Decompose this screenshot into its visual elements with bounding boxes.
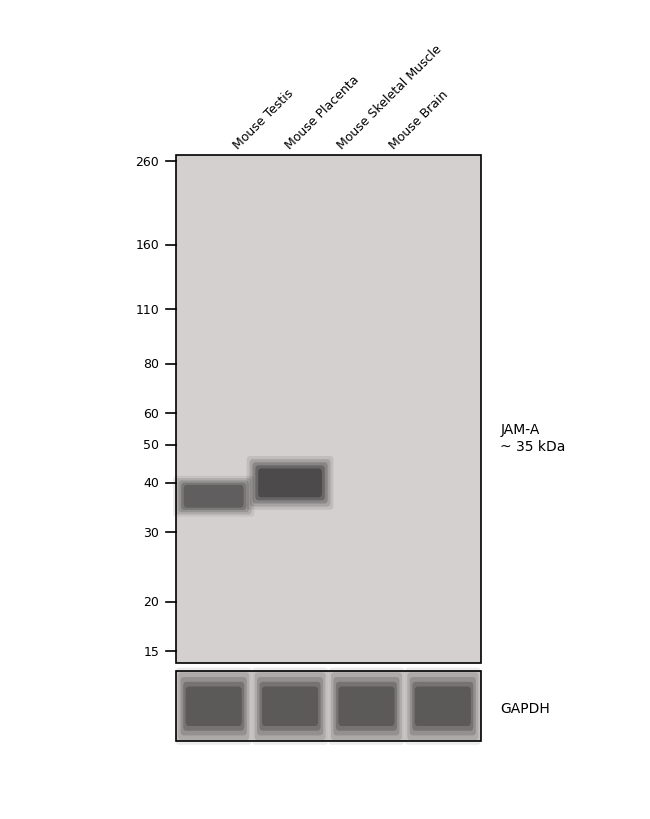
Text: 160: 160 (135, 239, 159, 252)
FancyBboxPatch shape (176, 667, 252, 745)
FancyBboxPatch shape (336, 682, 397, 731)
FancyBboxPatch shape (328, 667, 404, 745)
FancyBboxPatch shape (178, 672, 249, 740)
FancyBboxPatch shape (333, 677, 400, 735)
Text: 60: 60 (144, 407, 159, 420)
Text: 40: 40 (144, 477, 159, 490)
FancyBboxPatch shape (257, 677, 323, 735)
FancyBboxPatch shape (339, 686, 395, 726)
FancyBboxPatch shape (176, 156, 481, 663)
FancyBboxPatch shape (184, 485, 244, 508)
FancyBboxPatch shape (331, 672, 402, 740)
FancyBboxPatch shape (415, 686, 471, 726)
FancyBboxPatch shape (408, 672, 478, 740)
Text: Mouse Skeletal Muscle: Mouse Skeletal Muscle (335, 43, 444, 152)
Text: 260: 260 (135, 156, 159, 169)
FancyBboxPatch shape (410, 677, 476, 735)
FancyBboxPatch shape (178, 481, 249, 513)
Text: 50: 50 (143, 438, 159, 451)
FancyBboxPatch shape (247, 456, 333, 510)
FancyBboxPatch shape (183, 682, 244, 731)
FancyBboxPatch shape (186, 686, 242, 726)
FancyBboxPatch shape (181, 677, 247, 735)
Text: Mouse Placenta: Mouse Placenta (283, 73, 361, 152)
Text: GAPDH: GAPDH (500, 701, 551, 716)
FancyBboxPatch shape (262, 686, 318, 726)
FancyBboxPatch shape (176, 672, 481, 741)
Text: Mouse Brain: Mouse Brain (387, 88, 450, 152)
Text: Mouse Testis: Mouse Testis (231, 86, 296, 152)
FancyBboxPatch shape (255, 466, 325, 500)
FancyBboxPatch shape (252, 667, 328, 745)
Text: JAM-A: JAM-A (500, 423, 540, 437)
FancyBboxPatch shape (405, 667, 481, 745)
FancyBboxPatch shape (412, 682, 473, 731)
FancyBboxPatch shape (173, 477, 254, 517)
FancyBboxPatch shape (250, 459, 331, 507)
FancyBboxPatch shape (252, 463, 328, 504)
FancyBboxPatch shape (176, 478, 252, 514)
Text: 15: 15 (144, 645, 159, 658)
Text: 20: 20 (144, 595, 159, 609)
Text: ~ 35 kDa: ~ 35 kDa (500, 439, 566, 454)
Text: 30: 30 (144, 526, 159, 539)
FancyBboxPatch shape (258, 468, 322, 498)
FancyBboxPatch shape (181, 483, 246, 510)
Text: 80: 80 (143, 358, 159, 371)
FancyBboxPatch shape (255, 672, 326, 740)
FancyBboxPatch shape (259, 682, 320, 731)
Text: 110: 110 (135, 303, 159, 316)
